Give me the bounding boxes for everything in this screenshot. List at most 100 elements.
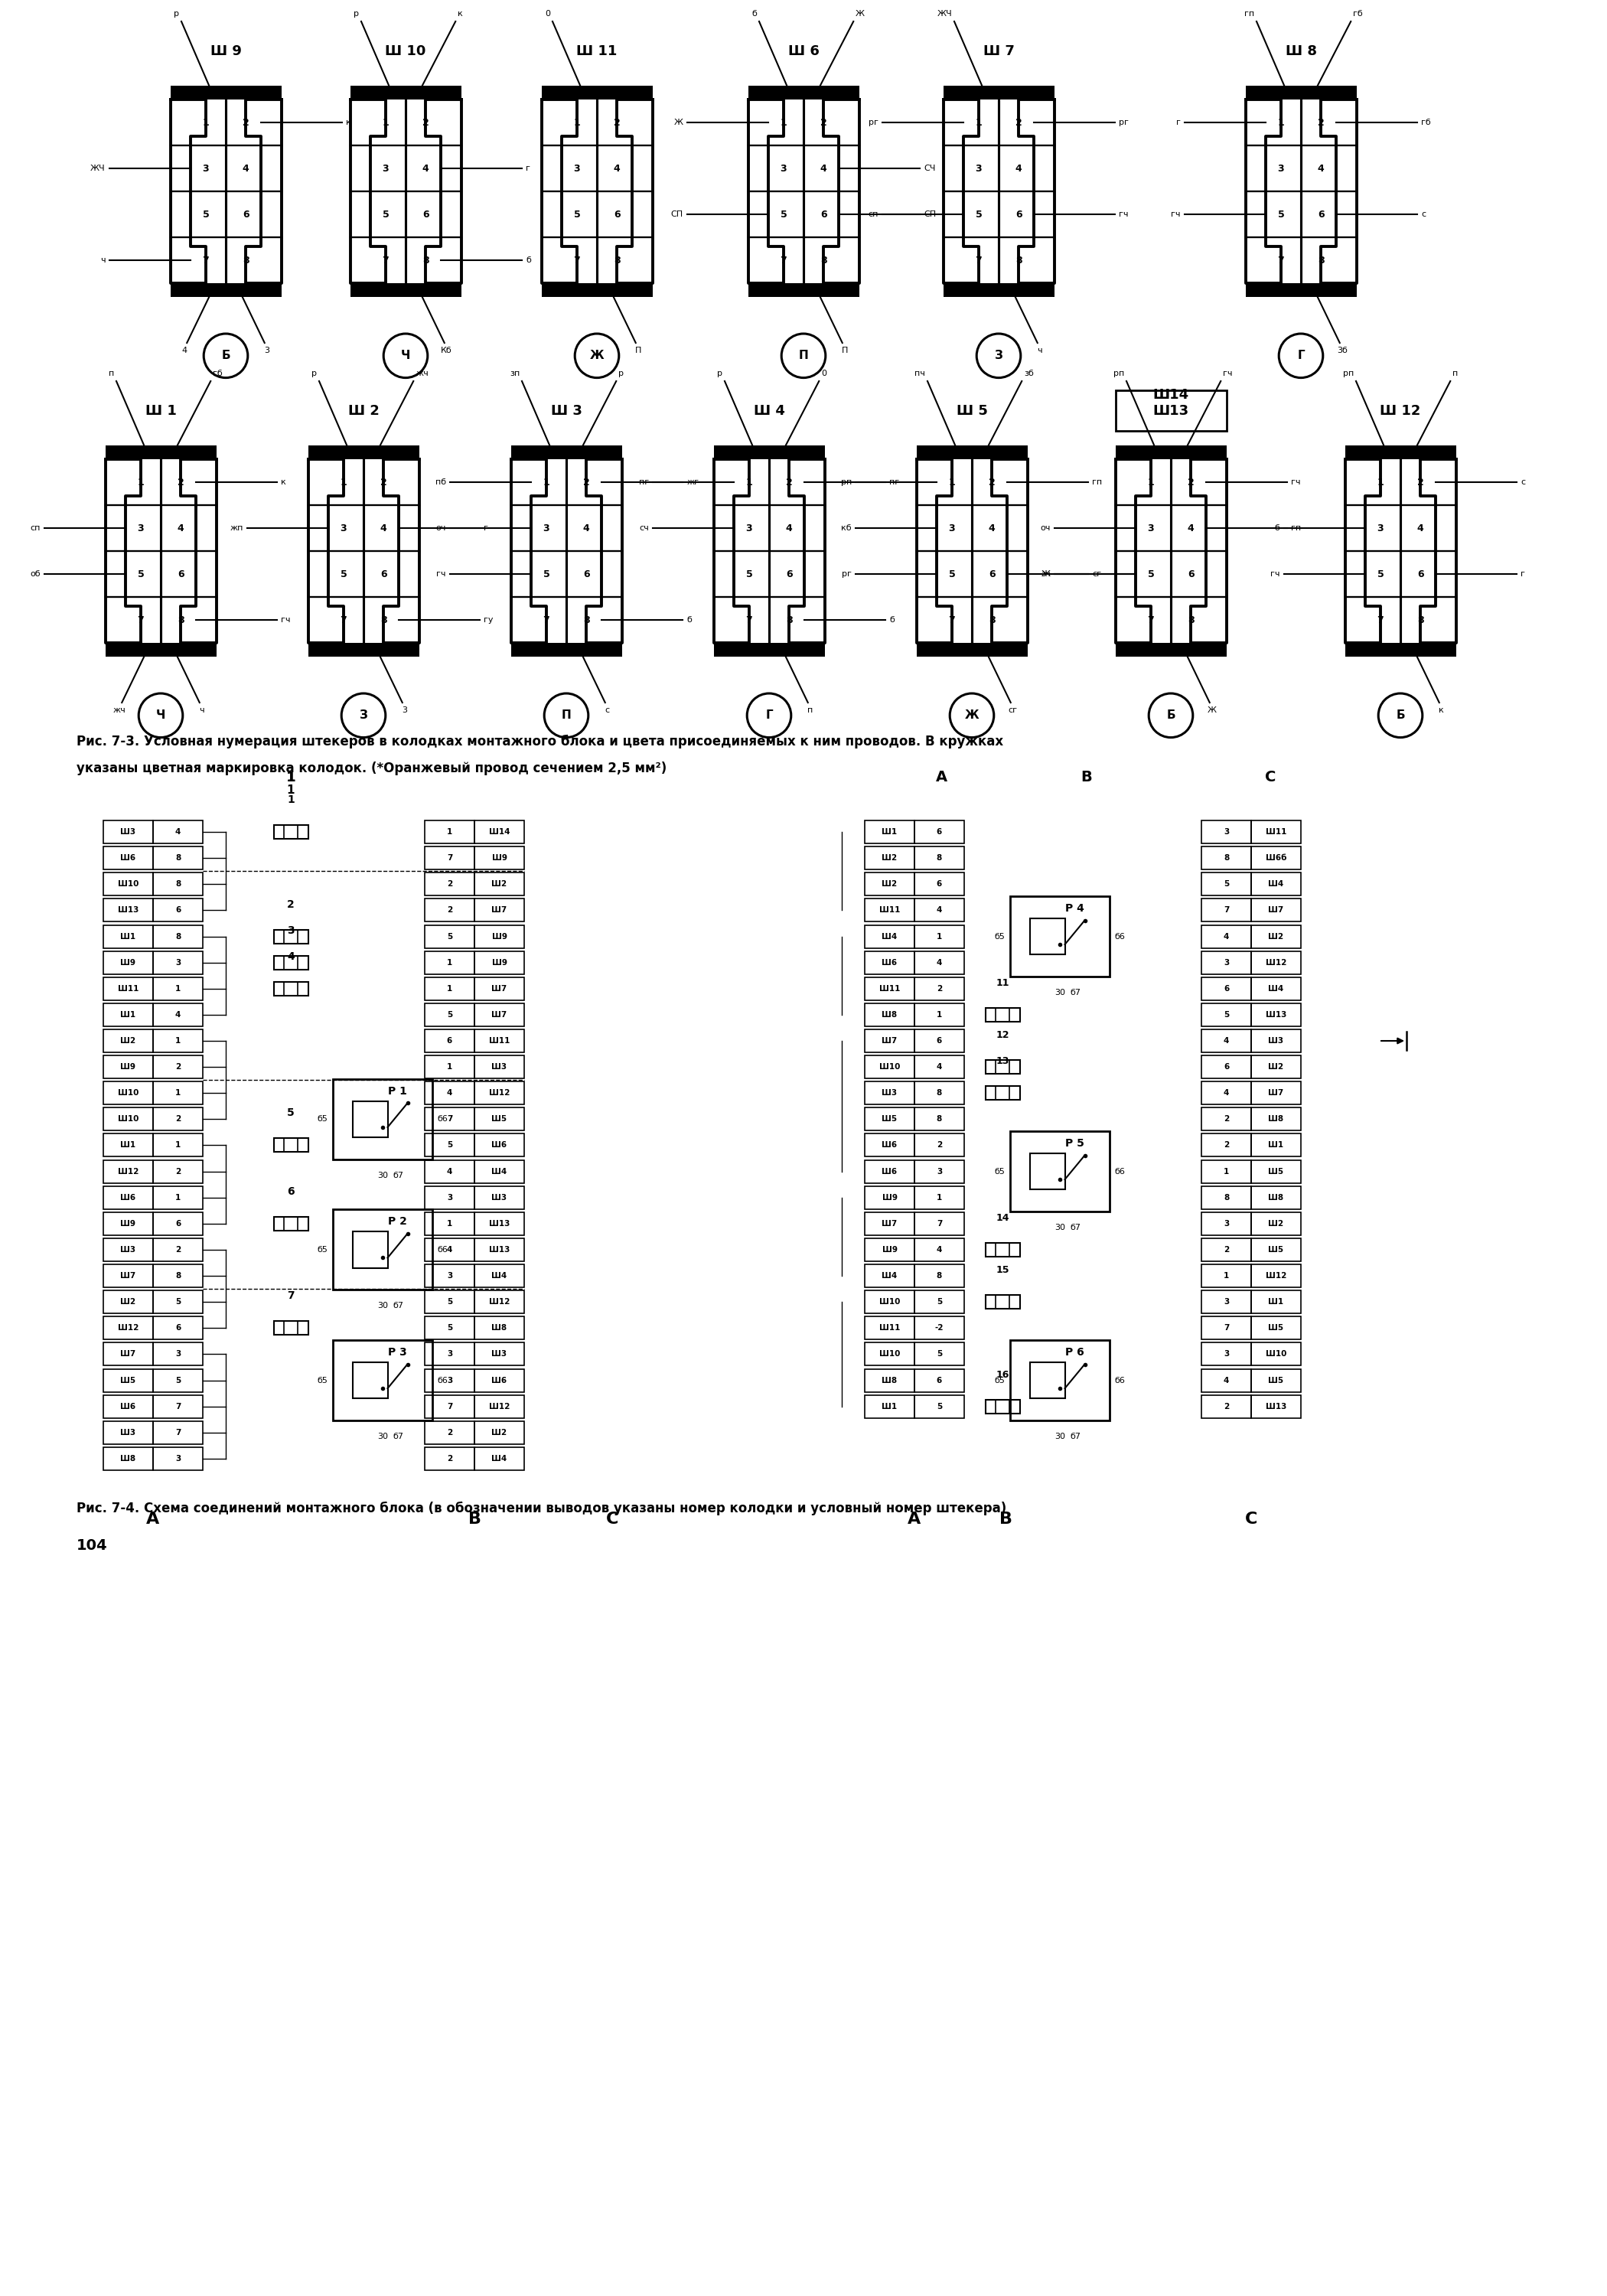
Text: гп: гп	[1244, 9, 1255, 18]
Bar	[424, 1056, 474, 1079]
Bar	[1252, 951, 1302, 974]
Text: 1: 1	[286, 785, 294, 797]
Text: б7: б7	[392, 1171, 403, 1180]
Bar	[333, 1341, 432, 1421]
Text: 3: 3	[746, 523, 752, 533]
Text: 5: 5	[447, 1141, 452, 1148]
Bar	[103, 978, 153, 1001]
Bar	[1252, 1029, 1302, 1052]
Bar	[153, 1265, 202, 1288]
Text: 7: 7	[779, 255, 787, 266]
Text: Б: Б	[1396, 709, 1405, 721]
Text: 5: 5	[1377, 569, 1384, 579]
Text: Ш3: Ш3	[1268, 1038, 1284, 1045]
Bar	[1252, 1159, 1302, 1182]
Bar	[1245, 85, 1356, 99]
Text: Ш13: Ш13	[1266, 1010, 1287, 1019]
Text: Ш 10: Ш 10	[386, 44, 426, 57]
Bar	[1202, 951, 1252, 974]
Text: Ш2: Ш2	[121, 1038, 137, 1045]
Text: 8: 8	[1016, 255, 1022, 266]
Text: 7: 7	[975, 255, 982, 266]
Text: 8: 8	[937, 1116, 942, 1123]
Bar	[1202, 978, 1252, 1001]
Bar	[273, 1320, 309, 1334]
Text: Ш11: Ш11	[879, 1325, 900, 1332]
Bar	[714, 643, 824, 657]
Text: Ш11: Ш11	[879, 907, 900, 914]
Text: 1: 1	[286, 771, 296, 785]
Bar	[153, 898, 202, 921]
Text: 12: 12	[996, 1031, 1009, 1040]
Text: 5: 5	[937, 1297, 942, 1306]
Text: Ш1: Ш1	[121, 1141, 137, 1148]
Bar	[1030, 1362, 1065, 1398]
Text: 8: 8	[1223, 854, 1229, 861]
Text: 7: 7	[937, 1219, 942, 1228]
Text: 3: 3	[1223, 1350, 1229, 1357]
Text: гч: гч	[1223, 370, 1233, 377]
Bar	[914, 1107, 964, 1130]
Text: б5: б5	[995, 1378, 1004, 1384]
Bar	[424, 1265, 474, 1288]
Text: 2: 2	[175, 1247, 180, 1254]
Text: 30: 30	[378, 1302, 387, 1309]
Text: р: р	[354, 9, 358, 18]
Bar	[350, 282, 461, 296]
Bar	[985, 1008, 1020, 1022]
Bar	[1011, 895, 1109, 976]
Text: Ш8: Ш8	[882, 1378, 897, 1384]
Text: 3: 3	[975, 163, 982, 174]
Text: Ш7: Ш7	[1268, 1088, 1284, 1097]
Text: 7: 7	[447, 1403, 453, 1410]
Text: 2: 2	[937, 985, 942, 992]
Text: Г: Г	[1297, 349, 1305, 360]
Bar	[103, 1187, 153, 1210]
Text: 3: 3	[781, 163, 787, 174]
Bar	[985, 1401, 1020, 1414]
Bar	[1252, 1081, 1302, 1104]
Text: Ш10: Ш10	[1266, 1350, 1287, 1357]
Text: Ш9: Ш9	[882, 1194, 897, 1201]
Text: 8: 8	[175, 1272, 180, 1279]
Text: 2: 2	[937, 1141, 942, 1148]
Text: Ш2: Ш2	[1268, 1063, 1284, 1070]
Text: 6: 6	[937, 879, 942, 889]
Bar	[1202, 1187, 1252, 1210]
Text: 104: 104	[77, 1538, 108, 1552]
Text: Ш12: Ш12	[489, 1403, 509, 1410]
Bar	[914, 1187, 964, 1210]
Text: 5: 5	[447, 1297, 452, 1306]
Bar	[273, 930, 309, 944]
Text: 4: 4	[177, 523, 185, 533]
Bar	[914, 951, 964, 974]
Text: 7: 7	[447, 854, 453, 861]
Text: 6: 6	[937, 829, 942, 836]
Bar	[1202, 925, 1252, 948]
Text: Ш6: Ш6	[882, 1141, 897, 1148]
Text: Ш12: Ш12	[489, 1297, 509, 1306]
Text: Ш11: Ш11	[879, 985, 900, 992]
Bar	[474, 1134, 524, 1157]
Text: гч: гч	[437, 569, 447, 579]
Text: 8: 8	[937, 1088, 942, 1097]
Text: Ш10: Ш10	[879, 1063, 900, 1070]
Bar	[103, 925, 153, 948]
Text: 4: 4	[447, 1088, 453, 1097]
Text: п: п	[109, 370, 114, 377]
Bar	[914, 978, 964, 1001]
Text: 8: 8	[423, 255, 429, 266]
Text: 6: 6	[423, 209, 429, 220]
Text: 6: 6	[447, 1038, 452, 1045]
Text: Ш12: Ш12	[117, 1169, 138, 1176]
Bar	[474, 951, 524, 974]
Bar	[747, 85, 860, 99]
Text: 4: 4	[583, 523, 590, 533]
Text: 6: 6	[1016, 209, 1022, 220]
Text: Ш3: Ш3	[121, 1247, 137, 1254]
Bar	[511, 445, 622, 459]
Text: 2: 2	[988, 478, 995, 487]
Text: 5: 5	[447, 1325, 452, 1332]
Text: 8: 8	[175, 932, 180, 941]
Bar	[1202, 1003, 1252, 1026]
